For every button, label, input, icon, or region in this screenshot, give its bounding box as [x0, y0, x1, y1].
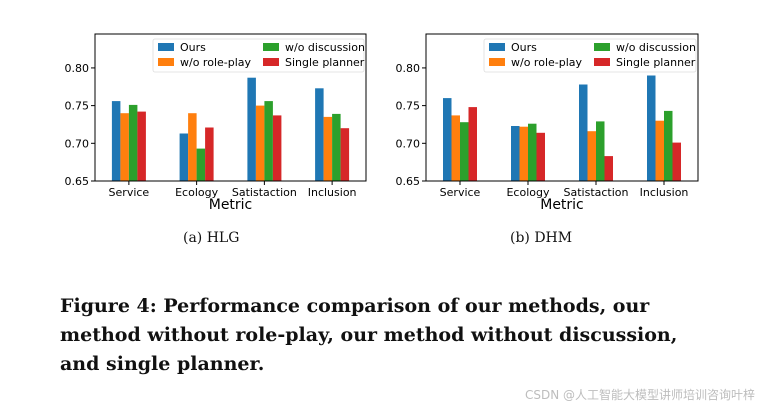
legend-label-a-3: Single planner: [285, 56, 365, 69]
ytick-label-b-3: 0.80: [396, 62, 421, 75]
bar-a-0-0: [111, 101, 121, 181]
bar-a-1-0: [120, 113, 129, 181]
xaxis-label-a: Metric: [209, 197, 253, 213]
bar-b-2-3: [664, 110, 673, 181]
xaxis-label-b: Metric: [540, 197, 584, 213]
bar-a-1-1: [188, 113, 197, 181]
legend-box-a: [152, 38, 365, 73]
legend-label-a-1: w/o role-play: [180, 56, 252, 69]
figure-caption: Figure 4: Performance comparison of our …: [60, 295, 678, 375]
bar-a-3-1: [205, 127, 214, 181]
bar-b-3-0: [468, 107, 477, 181]
legend-swatch-a-3: [263, 58, 279, 66]
legend-swatch-a-2: [263, 43, 279, 51]
ytick-label-a-2: 0.75: [65, 100, 90, 113]
bar-b-0-2: [579, 84, 588, 181]
ytick-label-b-0: 0.65: [396, 175, 421, 188]
ytick-label-b-1: 0.70: [396, 137, 421, 150]
ytick-label-b-2: 0.75: [396, 100, 421, 113]
bar-b-2-2: [596, 121, 605, 181]
xtick-label-b-0: Service: [440, 186, 481, 199]
legend-label-b-1: w/o role-play: [511, 56, 583, 69]
bar-a-2-2: [264, 101, 273, 181]
legend-swatch-b-1: [489, 58, 505, 66]
bar-b-3-2: [604, 156, 613, 181]
legend-label-b-3: Single planner: [616, 56, 696, 69]
bar-b-3-3: [672, 142, 681, 181]
ytick-label-a-1: 0.70: [65, 137, 90, 150]
ytick-label-a-0: 0.65: [65, 175, 90, 188]
legend-label-a-2: w/o discussion: [285, 41, 365, 54]
bar-a-3-0: [137, 111, 146, 181]
ytick-label-a-3: 0.80: [65, 62, 90, 75]
legend-box-b: [483, 38, 697, 73]
bar-b-3-1: [536, 132, 545, 181]
bar-b-0-0: [443, 98, 452, 181]
legend-label-b-2: w/o discussion: [616, 41, 696, 54]
xtick-label-a-2: Satistaction: [232, 186, 297, 199]
legend-swatch-b-2: [594, 43, 610, 51]
bar-b-1-1: [519, 126, 528, 181]
subcaption-a: (a) HLG: [183, 230, 240, 246]
xtick-label-a-3: Inclusion: [308, 186, 357, 199]
xtick-label-b-1: Ecology: [506, 186, 549, 199]
xtick-label-b-3: Inclusion: [640, 186, 689, 199]
legend-swatch-b-0: [489, 43, 505, 51]
subcaption-b: (b) DHM: [510, 230, 573, 246]
xtick-label-a-0: Service: [109, 186, 150, 199]
bar-a-0-1: [179, 133, 189, 181]
legend-swatch-b-3: [594, 58, 610, 66]
bar-a-3-2: [272, 115, 282, 181]
bar-a-2-3: [332, 113, 341, 181]
watermark: CSDN @人工智能大模型讲师培训咨询叶梓: [524, 388, 755, 402]
legend-swatch-a-0: [158, 43, 174, 51]
bar-a-3-3: [340, 128, 350, 181]
xtick-label-b-2: Satistaction: [564, 186, 629, 199]
bar-a-0-2: [247, 77, 256, 181]
bar-b-1-3: [655, 120, 664, 181]
bar-b-1-0: [451, 115, 460, 181]
legend-label-a-0: Ours: [180, 41, 206, 54]
legend-swatch-a-1: [158, 58, 174, 66]
bar-b-2-1: [528, 123, 537, 181]
bar-a-2-0: [128, 104, 138, 181]
bar-b-0-1: [511, 126, 520, 181]
bar-b-1-2: [587, 131, 596, 181]
plot-frame-a: [94, 33, 367, 182]
xtick-label-a-1: Ecology: [175, 186, 218, 199]
bar-b-0-3: [647, 75, 656, 181]
bar-a-0-3: [315, 88, 324, 181]
legend-label-b-0: Ours: [511, 41, 537, 54]
plot-frame-b: [425, 33, 699, 182]
bar-b-2-0: [460, 122, 469, 181]
bar-a-1-2: [255, 105, 265, 181]
bar-a-2-1: [196, 148, 206, 181]
bar-a-1-3: [323, 116, 333, 181]
